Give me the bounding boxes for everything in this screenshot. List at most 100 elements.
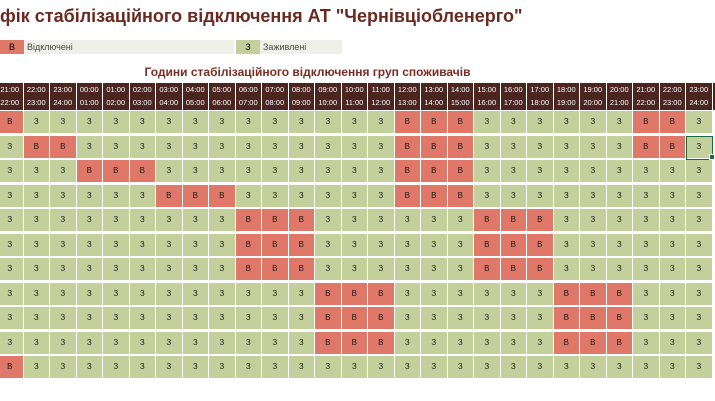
schedule-cell[interactable]: З [606,184,633,209]
schedule-cell[interactable]: З [633,258,660,282]
schedule-cell[interactable]: З [553,135,580,160]
schedule-cell[interactable]: З [156,307,183,331]
schedule-cell[interactable]: З [50,307,77,331]
schedule-cell[interactable]: З [103,135,130,160]
schedule-cell[interactable]: В [500,209,527,233]
schedule-cell[interactable]: З [553,160,580,184]
schedule-cell[interactable]: З [182,135,209,160]
schedule-cell[interactable]: З [500,184,527,209]
schedule-cell[interactable]: З [341,209,368,233]
schedule-cell[interactable]: З [129,111,156,135]
schedule-cell[interactable]: З [182,356,209,380]
schedule-cell[interactable]: З [129,184,156,209]
schedule-cell[interactable]: З [394,307,421,331]
schedule-cell[interactable]: З [447,331,474,356]
schedule-cell[interactable]: З [659,160,686,184]
schedule-cell[interactable]: З [76,282,103,307]
schedule-cell[interactable]: З [288,356,315,380]
schedule-cell[interactable]: В [447,111,474,135]
schedule-cell[interactable]: З [129,258,156,282]
schedule-cell[interactable]: В [659,111,686,135]
schedule-cell[interactable]: З [50,233,77,258]
schedule-cell[interactable]: З [209,209,236,233]
schedule-cell[interactable]: В [368,282,395,307]
schedule-cell[interactable]: З [103,282,130,307]
schedule-cell[interactable]: З [368,356,395,380]
schedule-cell[interactable]: З [447,356,474,380]
schedule-cell[interactable]: З [103,233,130,258]
schedule-cell[interactable]: З [235,331,262,356]
schedule-cell[interactable]: В [421,111,448,135]
schedule-cell[interactable]: З [76,356,103,380]
schedule-cell[interactable]: З [659,209,686,233]
schedule-cell[interactable]: З [129,331,156,356]
schedule-cell[interactable]: З [659,258,686,282]
schedule-cell[interactable]: З [394,258,421,282]
schedule-cell[interactable]: З [129,209,156,233]
schedule-cell[interactable]: З [315,258,342,282]
schedule-cell[interactable]: З [209,356,236,380]
schedule-cell[interactable]: В [50,135,77,160]
schedule-cell[interactable]: З [686,282,713,307]
schedule-cell[interactable]: З [209,307,236,331]
schedule-cell[interactable]: З [527,356,554,380]
schedule-cell[interactable]: З [235,282,262,307]
schedule-cell[interactable]: З [368,160,395,184]
schedule-cell[interactable]: З [447,282,474,307]
schedule-cell[interactable]: З [262,282,289,307]
schedule-cell[interactable]: В [262,258,289,282]
schedule-cell[interactable]: З [500,307,527,331]
schedule-cell[interactable]: З [262,331,289,356]
schedule-cell[interactable]: З [580,356,607,380]
schedule-cell[interactable]: З [23,184,50,209]
schedule-cell[interactable]: З [633,209,660,233]
schedule-cell[interactable]: З [156,209,183,233]
schedule-cell[interactable]: З [129,135,156,160]
schedule-cell[interactable]: З [315,135,342,160]
schedule-cell[interactable]: З [182,258,209,282]
schedule-cell[interactable]: З [76,135,103,160]
schedule-cell[interactable]: В [394,135,421,160]
schedule-cell[interactable]: З [23,111,50,135]
schedule-cell[interactable]: З [447,258,474,282]
schedule-cell[interactable]: В [500,233,527,258]
schedule-cell[interactable]: З [474,135,501,160]
schedule-cell[interactable]: З [315,184,342,209]
schedule-cell[interactable]: В [156,184,183,209]
schedule-cell[interactable]: В [209,184,236,209]
schedule-cell[interactable]: З [76,111,103,135]
schedule-cell[interactable]: З [686,184,713,209]
schedule-cell[interactable]: В [606,282,633,307]
schedule-cell[interactable]: З [606,135,633,160]
schedule-cell[interactable]: З [474,356,501,380]
schedule-cell[interactable]: В [527,233,554,258]
schedule-cell[interactable]: З [686,209,713,233]
schedule-cell[interactable]: З [156,282,183,307]
schedule-cell[interactable]: З [76,331,103,356]
schedule-cell[interactable]: З [368,135,395,160]
schedule-cell[interactable]: З [341,111,368,135]
schedule-cell[interactable]: В [421,135,448,160]
schedule-cell[interactable]: З [686,160,713,184]
schedule-cell[interactable]: В [553,331,580,356]
schedule-cell[interactable]: В [341,307,368,331]
schedule-cell[interactable]: З [156,233,183,258]
schedule-cell[interactable]: З [474,331,501,356]
schedule-cell[interactable]: В [500,258,527,282]
schedule-cell[interactable]: З [103,331,130,356]
schedule-cell[interactable]: З [686,233,713,258]
schedule-cell[interactable]: З [262,307,289,331]
schedule-cell[interactable]: З [659,184,686,209]
schedule-cell[interactable]: В [553,307,580,331]
schedule-cell[interactable]: З [580,258,607,282]
schedule-cell[interactable]: З [235,160,262,184]
schedule-cell[interactable]: З [262,160,289,184]
schedule-cell[interactable]: З [341,356,368,380]
schedule-cell[interactable]: З [447,307,474,331]
schedule-cell[interactable]: З [606,233,633,258]
schedule-cell[interactable]: З [606,160,633,184]
schedule-cell[interactable]: З [262,356,289,380]
schedule-cell[interactable]: З [341,135,368,160]
schedule-cell[interactable]: З [23,331,50,356]
schedule-cell[interactable]: В [262,209,289,233]
